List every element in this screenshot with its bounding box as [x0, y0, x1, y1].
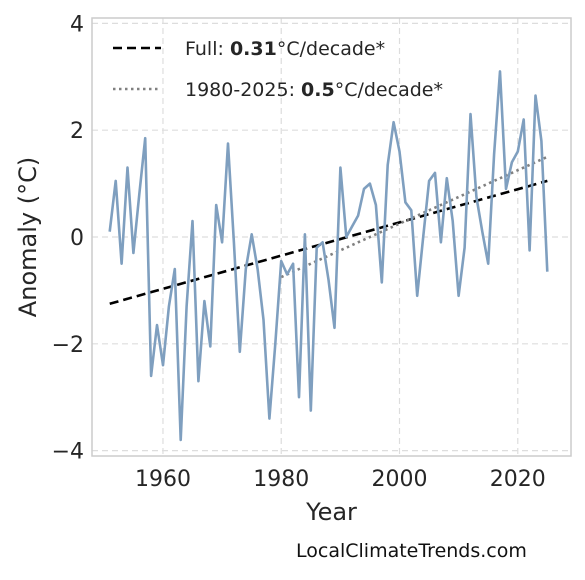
y-tick-label: −2 — [52, 333, 84, 358]
y-tick-label: 4 — [70, 12, 84, 37]
y-axis-label: Anomaly (°C) — [14, 157, 42, 317]
legend-full-name: Full — [185, 38, 218, 60]
legend-entry-full: Full: 0.31°C/decade* — [185, 38, 385, 60]
x-axis-label: Year — [305, 498, 357, 526]
legend-entry-recent: 1980-2025: 0.5°C/decade* — [185, 79, 443, 101]
source-credit: LocalClimateTrends.com — [296, 540, 527, 562]
y-tick-label: 2 — [70, 119, 84, 144]
series-layer — [108, 70, 549, 442]
legend: Full: 0.31°C/decade* 1980-2025: 0.5°C/de… — [113, 38, 443, 101]
plot-frame — [91, 17, 572, 457]
legend-full-unit: °C/decade* — [277, 38, 385, 60]
legend-recent-value: 0.5 — [301, 79, 335, 101]
y-tick-labels: −4 −2 0 2 4 — [52, 12, 84, 464]
x-tick-label: 1980 — [253, 467, 309, 492]
anomaly-series-line — [108, 70, 549, 442]
legend-full-value: 0.31 — [230, 38, 277, 60]
y-tick-label: 0 — [70, 226, 84, 251]
legend-recent-name: 1980-2025 — [185, 79, 289, 101]
trend-line-full — [109, 179, 548, 306]
x-tick-label: 2020 — [490, 467, 546, 492]
x-tick-label: 2000 — [372, 467, 428, 492]
x-tick-label: 1960 — [135, 467, 191, 492]
x-tick-labels: 1960 1980 2000 2020 — [135, 467, 546, 492]
y-tick-label: −4 — [52, 440, 84, 465]
grid — [92, 18, 571, 456]
legend-recent-unit: °C/decade* — [335, 79, 443, 101]
